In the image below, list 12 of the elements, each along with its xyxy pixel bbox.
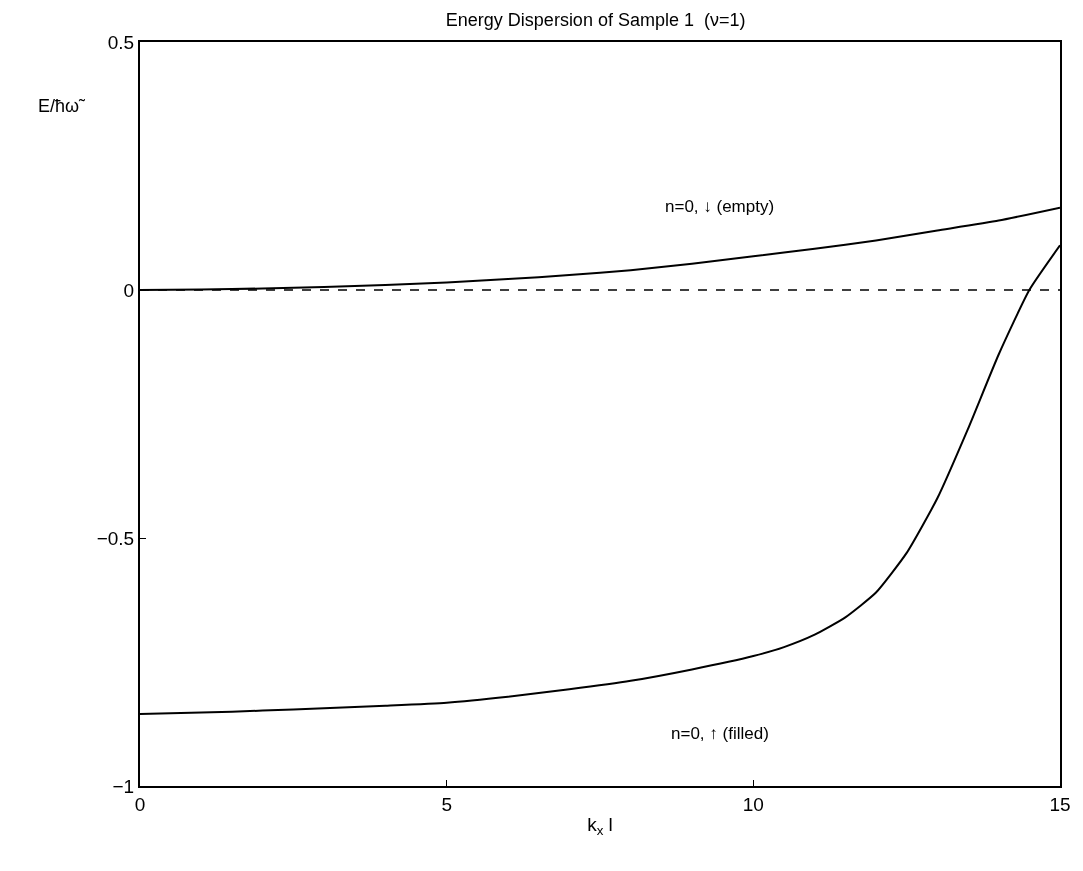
chart-title: Energy Dispersion of Sample 1 (ν=1) [445, 9, 746, 30]
y-tick-label: −0.5 [96, 527, 135, 549]
annotation: n=0, ↓ (empty) [665, 197, 775, 216]
y-tick-label: 0 [123, 279, 135, 301]
annotation: n=0, ↑ (filled) [671, 724, 769, 743]
x-tick-label: 5 [441, 793, 452, 815]
x-tick-label: 15 [1049, 793, 1071, 815]
y-tick-label: −1 [112, 775, 135, 797]
x-axis-title: k$_{x}$ l [587, 814, 613, 839]
x-tick-label: 10 [742, 793, 764, 815]
y-axis-title: E/ħω̃ [38, 96, 87, 116]
y-tick-label: 0.5 [107, 31, 135, 53]
